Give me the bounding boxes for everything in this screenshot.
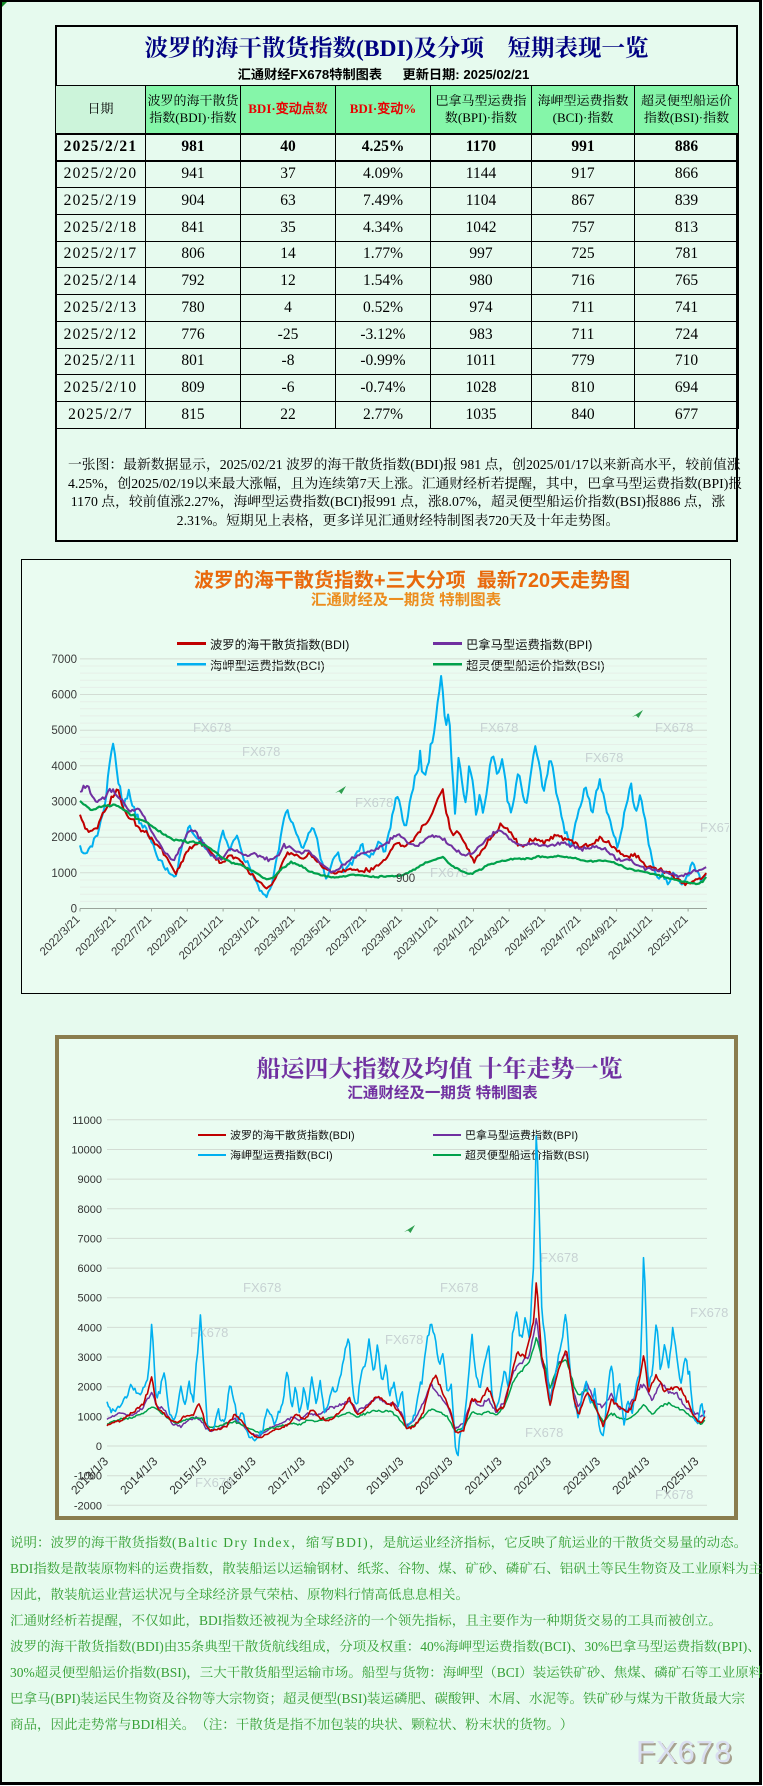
svg-text:FX678: FX678 xyxy=(655,1487,693,1502)
svg-text:7000: 7000 xyxy=(51,654,77,666)
svg-text:-2000: -2000 xyxy=(74,1500,102,1512)
svg-text:FX678: FX678 xyxy=(540,1250,578,1265)
svg-text:3000: 3000 xyxy=(51,797,77,809)
svg-text:2000: 2000 xyxy=(51,832,77,844)
svg-text:5000: 5000 xyxy=(78,1293,102,1305)
svg-text:1000: 1000 xyxy=(78,1411,102,1423)
svg-text:FX678: FX678 xyxy=(655,720,693,735)
svg-text:FX678: FX678 xyxy=(525,1425,563,1440)
svg-text:1000: 1000 xyxy=(51,868,77,880)
svg-text:9000: 9000 xyxy=(78,1174,102,1186)
svg-text:FX678: FX678 xyxy=(585,750,623,765)
svg-text:6000: 6000 xyxy=(51,690,77,702)
svg-text:7000: 7000 xyxy=(78,1233,102,1245)
svg-text:4000: 4000 xyxy=(51,761,77,773)
svg-text:900: 900 xyxy=(396,873,415,885)
svg-text:FX678: FX678 xyxy=(190,1325,228,1340)
svg-text:FX678: FX678 xyxy=(690,1305,728,1320)
svg-text:FX678: FX678 xyxy=(440,1280,478,1295)
svg-text:-1000: -1000 xyxy=(74,1471,102,1483)
svg-text:10000: 10000 xyxy=(71,1145,102,1157)
svg-text:6000: 6000 xyxy=(78,1263,102,1275)
svg-text:0: 0 xyxy=(96,1441,102,1453)
svg-text:FX678: FX678 xyxy=(243,1280,281,1295)
svg-text:FX678: FX678 xyxy=(480,720,518,735)
svg-text:0: 0 xyxy=(71,904,77,916)
svg-text:FX678: FX678 xyxy=(195,1475,233,1490)
svg-text:2000: 2000 xyxy=(78,1382,102,1394)
svg-text:8000: 8000 xyxy=(78,1204,102,1216)
svg-text:5000: 5000 xyxy=(51,725,77,737)
svg-text:4000: 4000 xyxy=(78,1322,102,1334)
svg-text:FX678: FX678 xyxy=(193,720,231,735)
svg-text:FX678: FX678 xyxy=(385,1332,423,1347)
svg-text:11000: 11000 xyxy=(72,1115,102,1127)
svg-text:FX678: FX678 xyxy=(242,744,280,759)
svg-text:3000: 3000 xyxy=(78,1352,102,1364)
svg-text:FX678: FX678 xyxy=(355,795,393,810)
svg-text:FX678: FX678 xyxy=(700,820,729,835)
